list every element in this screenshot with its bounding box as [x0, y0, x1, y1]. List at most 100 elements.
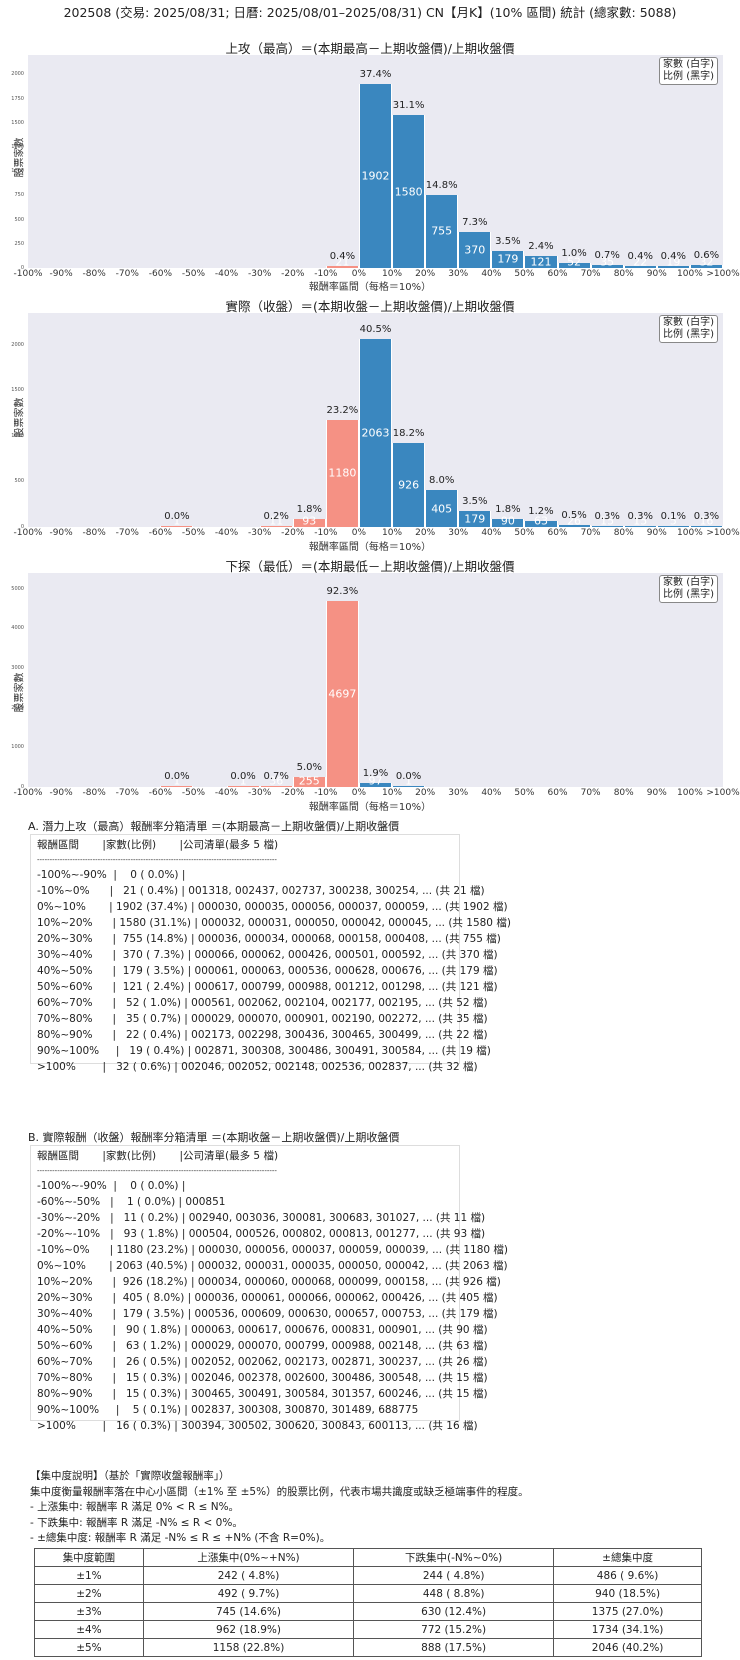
x-tick: 90%	[646, 788, 667, 798]
bar-pct-label: 1.0%	[561, 247, 587, 259]
list-header: 報酬區間 |家數(比例) |公司清單(最多 5 檔)	[37, 1150, 279, 1162]
list-row: -100%~-90% | 0 ( 0.0%) |	[37, 1180, 186, 1192]
y-tick: 1000	[11, 744, 24, 751]
y-tick: 1500	[11, 387, 24, 394]
list-row: 0%~10% | 1902 (37.4%) | 000030, 000035, …	[37, 901, 508, 913]
list-row: 10%~20% | 926 (18.2%) | 000034, 000060, …	[37, 1276, 501, 1288]
section-a-title: A. 潛力上攻（最高）報酬率分箱清單 ＝(本期最高－上期收盤價)/上期收盤價	[28, 820, 400, 833]
x-tick: -30%	[248, 788, 272, 798]
table-cell: 242 ( 4.8%)	[142, 1566, 355, 1585]
bar-count-label: 1	[239, 774, 247, 788]
x-tick: 70%	[580, 269, 601, 279]
histogram-bar: 370	[458, 232, 492, 268]
y-tick: 0	[20, 524, 24, 530]
bar-pct-label: 37.4%	[359, 68, 392, 80]
bar-count-label: 179	[497, 252, 519, 266]
histogram-bar: 1902	[358, 83, 393, 268]
list-row: 80%~90% | 15 ( 0.3%) | 300465, 300491, 3…	[37, 1388, 488, 1400]
bar-count-label: 5	[669, 514, 677, 528]
x-tick: -40%	[214, 788, 239, 798]
chart-title: 上攻（最高）＝(本期最高－上期收盤價)/上期收盤價	[225, 41, 515, 56]
list-row: -20%~-10% | 93 ( 1.8%) | 000504, 000526,…	[37, 1228, 486, 1240]
x-tick: -70%	[115, 269, 139, 279]
bar-pct-label: 18.2%	[392, 427, 425, 439]
bar-count-label: 22	[633, 255, 648, 269]
table-cell: 486 ( 9.6%)	[553, 1566, 702, 1585]
x-tick: -30%	[248, 528, 272, 538]
x-tick: -100%	[13, 528, 43, 538]
x-tick: 50%	[514, 788, 535, 798]
bullet-total: - ±總集中度: 報酬率 R 滿足 -N% ≤ R ≤ +N% (不含 R=0%…	[30, 1532, 331, 1544]
bar-count-label: 1	[405, 774, 413, 788]
x-tick: >100%	[706, 269, 740, 279]
bar-count-label: 755	[431, 224, 453, 238]
bar-pct-label: 0.0%	[164, 770, 190, 782]
y-tick: 2000	[11, 71, 24, 78]
histogram-bar: 1	[160, 775, 194, 788]
table-cell: 888 (17.5%)	[353, 1638, 555, 1657]
x-tick: 60%	[547, 788, 568, 798]
table-cell: ±1%	[34, 1566, 144, 1585]
histogram-bar: 2063	[358, 339, 393, 527]
list-row: 70%~80% | 15 ( 0.3%) | 002046, 002378, 0…	[37, 1372, 488, 1384]
x-tick: 30%	[448, 269, 469, 279]
bar-count-label: 21	[335, 255, 350, 269]
x-tick: 10%	[382, 528, 403, 538]
histogram-bar: 121	[524, 255, 558, 268]
bullet-down: - 下跌集中: 報酬率 R 滿足 -N% ≤ R < 0%。	[30, 1516, 243, 1529]
x-tick: -10%	[314, 528, 338, 538]
chart-high: 上攻（最高）＝(本期最高－上期收盤價)/上期收盤價 報酬率區間（每格＝10%） …	[0, 0, 740, 293]
bar-pct-label: 3.5%	[462, 495, 488, 507]
legend-count: 家數 (白字)	[663, 317, 714, 328]
bar-pct-label: 2.4%	[528, 241, 554, 253]
bar-pct-label: 0.6%	[693, 249, 720, 261]
histogram-bar: 5	[656, 515, 690, 528]
list-header: 報酬區間 |家數(比例) |公司清單(最多 5 檔)	[37, 839, 279, 851]
bar-pct-label: 0.0%	[395, 770, 422, 782]
bar-pct-label: 0.4%	[660, 251, 687, 263]
bar-count-label: 370	[464, 243, 486, 257]
x-tick: -80%	[82, 788, 106, 798]
table-cell: 772 (15.2%)	[353, 1620, 555, 1639]
histogram-bar: 179	[491, 250, 525, 268]
x-tick: 70%	[580, 528, 601, 538]
list-row: 10%~20% | 1580 (31.1%) | 000032, 000031,…	[37, 917, 511, 929]
y-tick: 1750	[11, 95, 24, 102]
col-down: 下跌集中(-N%~0%)	[353, 1548, 555, 1567]
x-tick: -40%	[214, 269, 239, 279]
histogram-bar: 1	[160, 515, 194, 528]
legend: 家數 (白字) 比例 (黑字)	[659, 57, 718, 85]
histogram-bar: 63	[524, 515, 558, 528]
table-cell: ±2%	[34, 1584, 144, 1603]
x-tick: 70%	[580, 788, 601, 798]
bar-count-label: 2063	[361, 426, 390, 440]
chart-low: 下探（最低）＝(本期最低－上期收盤價)/上期收盤價 報酬率區間（每格＝10%） …	[0, 0, 740, 820]
table-row: ±4% 962 (18.9%) 772 (15.2%) 1734 (34.1%)	[34, 1620, 702, 1639]
col-range: 集中度範圍	[34, 1548, 144, 1567]
list-row: -60%~-50% | 1 ( 0.0%) | 000851	[37, 1196, 226, 1208]
bar-pct-label: 31.1%	[392, 100, 425, 112]
table-row: ±5% 1158 (22.8%) 888 (17.5%) 2046 (40.2%)	[34, 1638, 702, 1657]
legend: 家數 (白字) 比例 (黑字)	[659, 315, 718, 343]
histogram-bar: 1580	[392, 115, 426, 268]
divider: ----------------------------------------…	[37, 1167, 277, 1175]
bar-pct-label: 0.4%	[627, 250, 653, 262]
bar-pct-label: 14.8%	[425, 179, 458, 191]
y-tick: 500	[14, 216, 24, 223]
y-tick: 0	[20, 265, 24, 271]
bar-count-label: 1	[173, 514, 181, 528]
histogram-bar: 22	[623, 256, 657, 269]
bar-count-label: 15	[600, 514, 615, 528]
bar-count-label: 1180	[328, 466, 357, 480]
divider: ----------------------------------------…	[37, 856, 277, 864]
bar-count-label: 926	[398, 478, 420, 492]
x-tick: -100%	[13, 788, 43, 798]
x-tick: 80%	[613, 528, 634, 538]
list-row: >100% | 16 ( 0.3%) | 300394, 300502, 300…	[37, 1420, 478, 1432]
table-cell: 1158 (22.8%)	[142, 1638, 355, 1657]
y-tick: 500	[14, 478, 24, 485]
bar-count-label: 1580	[394, 185, 423, 198]
list-row: 30%~40% | 370 ( 7.3%) | 000066, 000062, …	[37, 949, 498, 961]
list-row: 20%~30% | 405 ( 8.0%) | 000036, 000061, …	[37, 1292, 498, 1304]
x-tick: 100%	[677, 528, 703, 538]
